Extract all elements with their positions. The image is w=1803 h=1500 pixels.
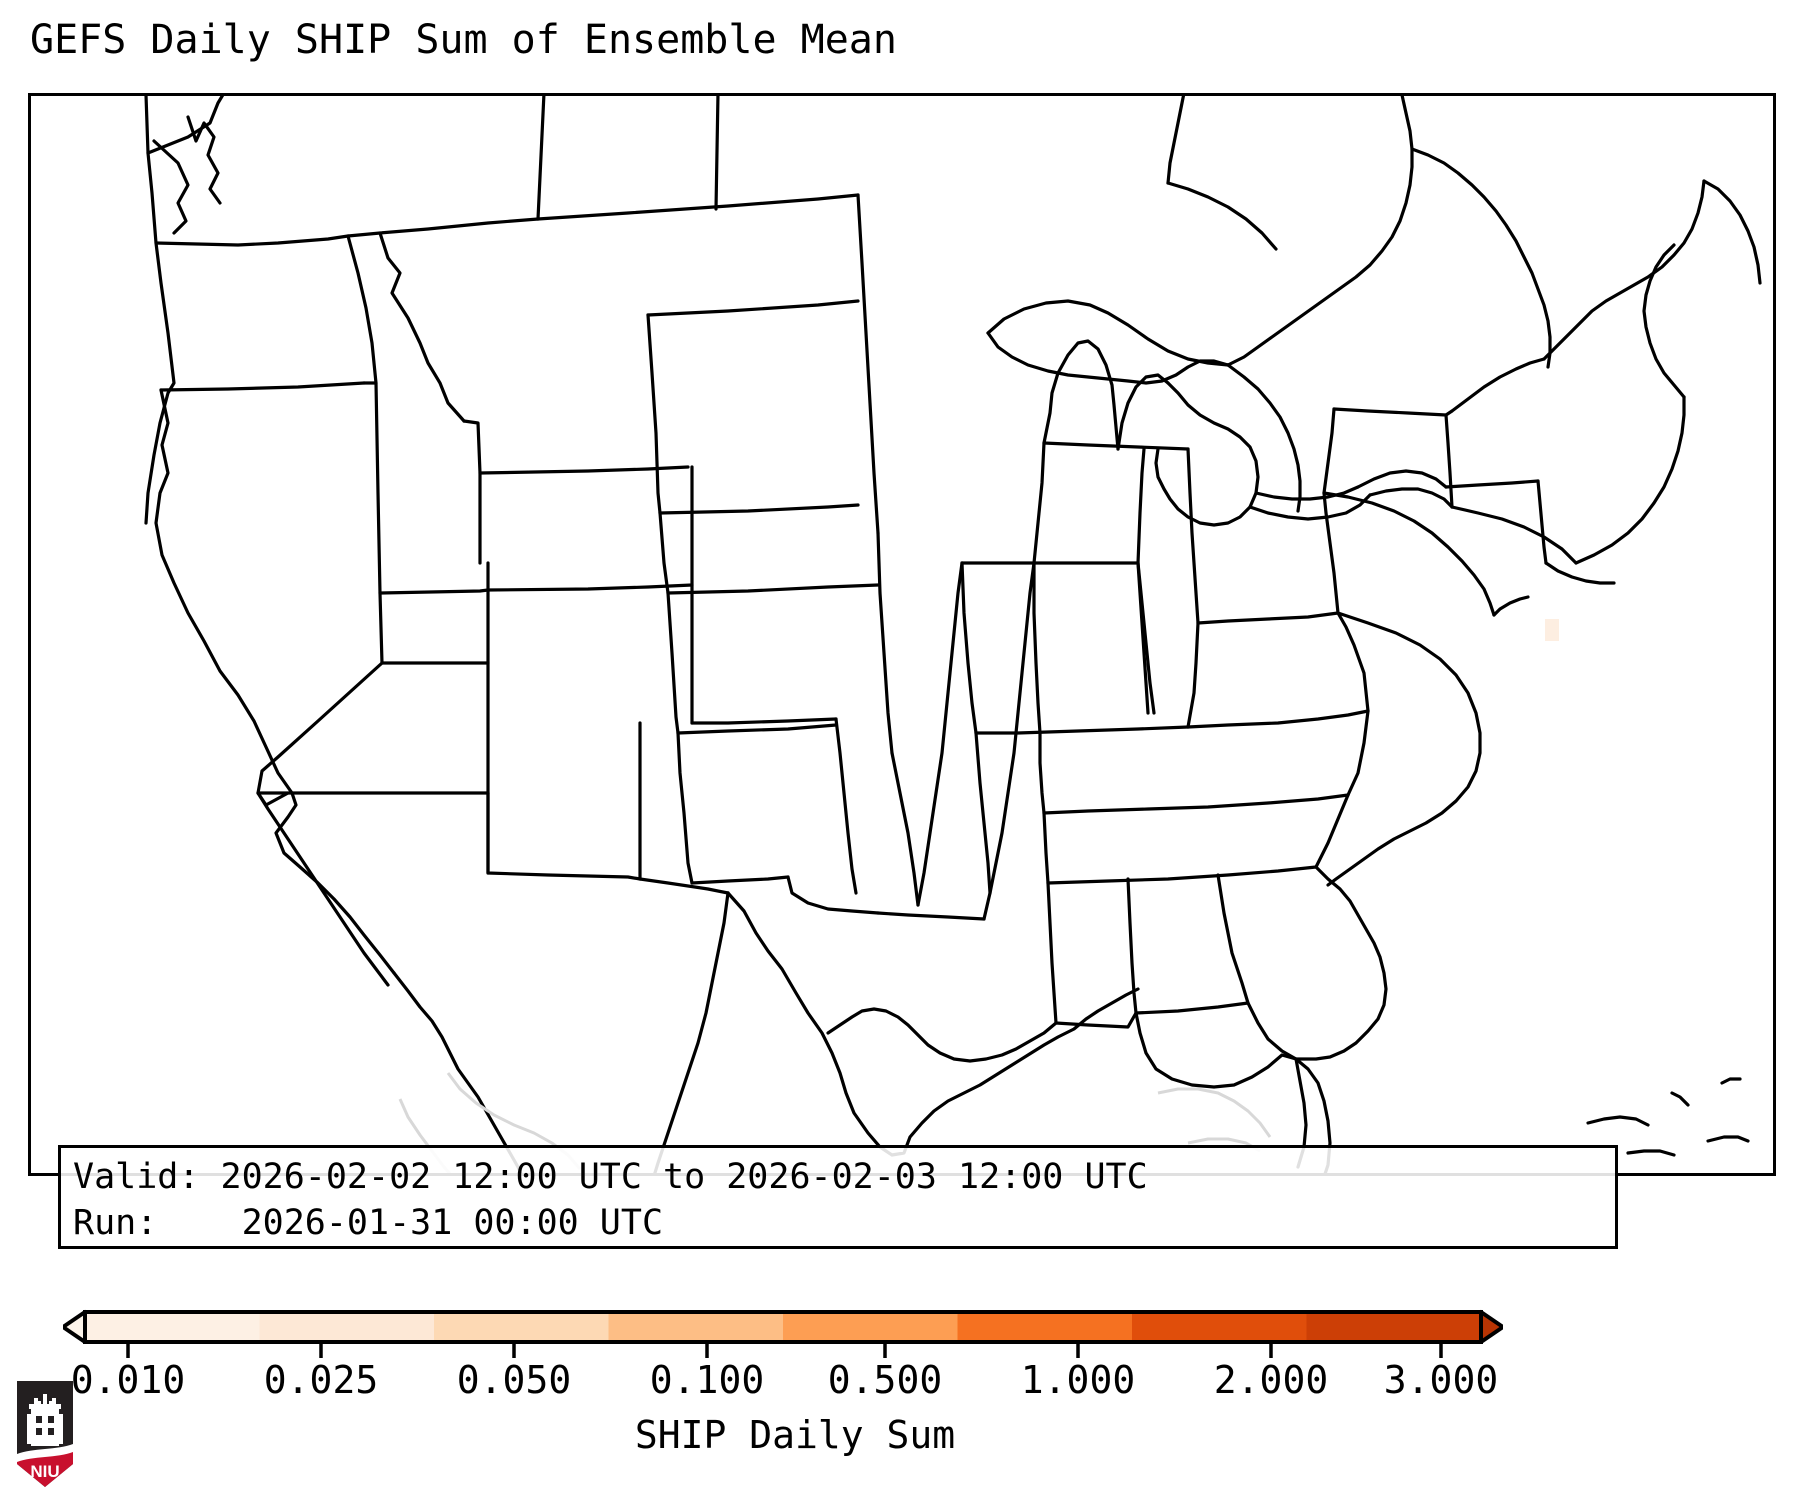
niu-shield-icon: NIU <box>17 1381 73 1487</box>
page-title: GEFS Daily SHIP Sum of Ensemble Mean <box>30 17 897 63</box>
colorbar-tick-label: 3.000 <box>1383 1358 1499 1402</box>
niu-logo: NIU <box>14 1378 76 1490</box>
colorbar-segment <box>1132 1312 1308 1342</box>
colorbar-tick-label: 0.500 <box>827 1358 943 1402</box>
info-box: Valid: 2026-02-02 12:00 UTC to 2026-02-0… <box>58 1145 1618 1249</box>
colorbar-segment <box>259 1312 435 1342</box>
colorbar-tick-label: 0.025 <box>263 1358 379 1402</box>
colorbar-tick-labels: 0.010 0.025 0.050 0.100 0.500 1.000 2.000 3.000 <box>0 1344 1803 1406</box>
colorbar-tick-label: 0.100 <box>649 1358 765 1402</box>
colorbar-tick-label: 1.000 <box>1020 1358 1136 1402</box>
niu-wordmark: NIU <box>30 1462 59 1481</box>
colorbar-tick-label: 2.000 <box>1213 1358 1329 1402</box>
colorbar-extend-min <box>63 1310 87 1344</box>
map-panel[interactable] <box>28 93 1776 1176</box>
colorbar-segment <box>608 1312 784 1342</box>
map-geography <box>144 96 1762 1173</box>
colorbar[interactable] <box>63 1306 1503 1348</box>
colorbar-segment <box>1306 1312 1482 1342</box>
run-time-line: Run: 2026-01-31 00:00 UTC <box>73 1203 664 1243</box>
colorbar-segment <box>434 1312 610 1342</box>
colorbar-ticks <box>126 1344 1443 1358</box>
colorbar-segment <box>957 1312 1133 1342</box>
colorbar-axis-label: SHIP Daily Sum <box>634 1413 956 1457</box>
colorbar-tick-label: 0.010 <box>70 1358 186 1402</box>
colorbar-segment <box>85 1312 261 1342</box>
valid-time-line: Valid: 2026-02-02 12:00 UTC to 2026-02-0… <box>73 1157 1148 1197</box>
colorbar-extend-max <box>1479 1310 1503 1344</box>
colorbar-tick-label: 0.050 <box>456 1358 572 1402</box>
colorbar-segment <box>783 1312 959 1342</box>
colorbar-gradient <box>63 1310 1503 1344</box>
